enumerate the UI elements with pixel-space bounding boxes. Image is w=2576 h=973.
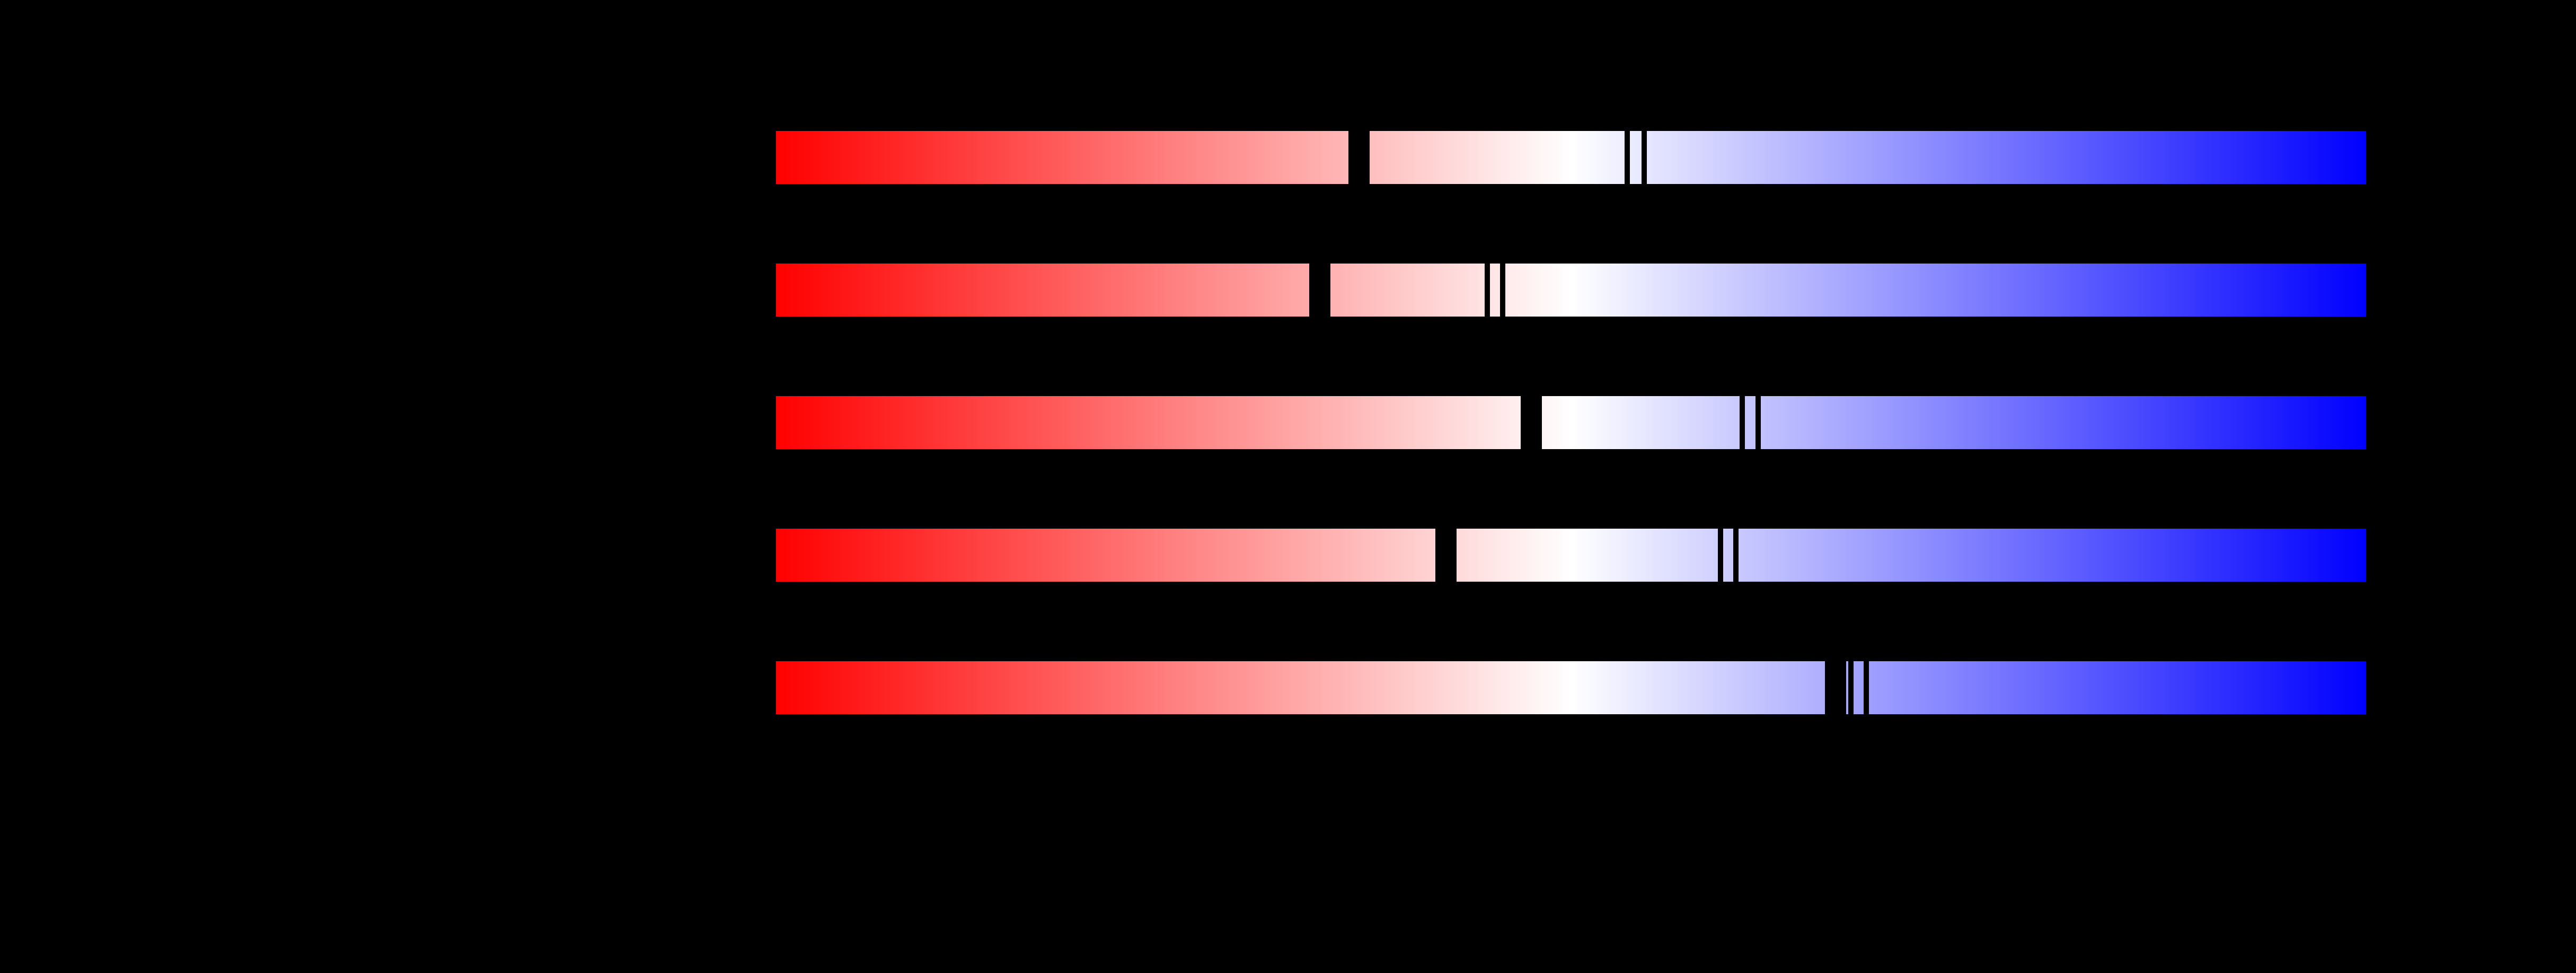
gradient-bar-row-4 bbox=[776, 529, 2366, 582]
thin-marker-right bbox=[1642, 131, 1647, 184]
thin-marker-right bbox=[1864, 661, 1869, 714]
gradient-bar-row-2 bbox=[776, 264, 2366, 317]
thin-marker-right bbox=[1755, 396, 1761, 449]
thick-marker bbox=[1825, 661, 1846, 714]
thin-marker-right bbox=[1733, 529, 1739, 582]
thick-marker bbox=[1521, 396, 1542, 449]
thick-marker bbox=[1435, 529, 1457, 582]
thick-marker bbox=[1309, 264, 1330, 317]
thin-marker-left bbox=[1718, 529, 1723, 582]
thin-marker-left bbox=[1848, 661, 1854, 714]
thick-marker bbox=[1348, 131, 1370, 184]
thin-marker-left bbox=[1485, 264, 1490, 317]
thin-marker-left bbox=[1740, 396, 1745, 449]
thin-marker-left bbox=[1625, 131, 1630, 184]
gradient-bar-row-5 bbox=[776, 661, 2366, 714]
thin-marker-right bbox=[1500, 264, 1505, 317]
gradient-bar-row-1 bbox=[776, 131, 2366, 184]
gradient-bar-row-3 bbox=[776, 396, 2366, 449]
